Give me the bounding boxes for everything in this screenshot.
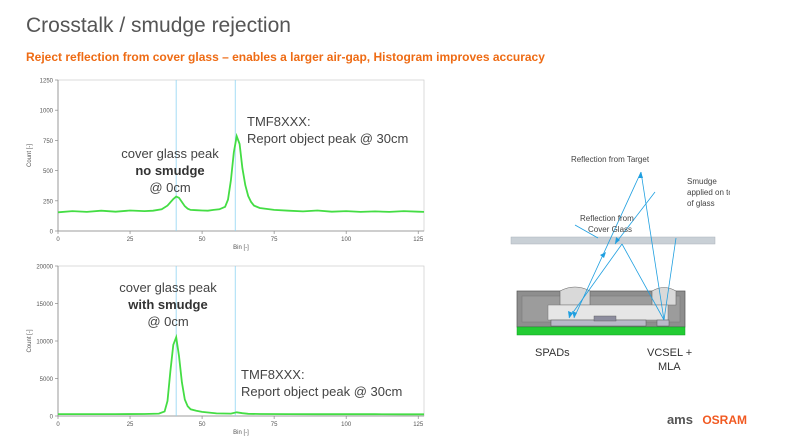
logo-ams: ams bbox=[666, 412, 693, 427]
annotation-line: cover glass peak bbox=[121, 146, 219, 161]
annotation-cover-glass-no-smudge: cover glass peak no smudge @ 0cm bbox=[105, 145, 235, 196]
x-tick-label: 50 bbox=[199, 422, 206, 428]
y-tick-label: 5000 bbox=[40, 377, 54, 383]
annotation-bold: with smudge bbox=[128, 297, 208, 312]
label-smudge-1: Smudge bbox=[687, 177, 717, 186]
slide-subtitle: Reject reflection from cover glass – ena… bbox=[26, 50, 545, 64]
x-tick-label: 75 bbox=[271, 237, 278, 243]
x-tick-label: 75 bbox=[271, 422, 278, 428]
y-tick-label: 15000 bbox=[36, 302, 53, 308]
annotation-line: Report object peak @ 30cm bbox=[241, 384, 403, 399]
x-tick-label: 0 bbox=[56, 237, 60, 243]
y-tick-label: 20000 bbox=[36, 265, 53, 271]
spad-aperture bbox=[559, 286, 591, 306]
annotation-tmf-top: TMF8XXX: Report object peak @ 30cm bbox=[247, 113, 437, 147]
y-axis-label: Count [-] bbox=[27, 329, 33, 352]
y-tick-label: 250 bbox=[43, 199, 54, 205]
x-tick-label: 125 bbox=[413, 237, 424, 243]
x-tick-label: 100 bbox=[341, 422, 352, 428]
y-axis-label: Count [-] bbox=[27, 144, 33, 167]
label-vcsel-2: MLA bbox=[658, 361, 681, 373]
slide-title: Crosstalk / smudge rejection bbox=[26, 14, 291, 37]
y-tick-label: 10000 bbox=[36, 340, 53, 346]
label-vcsel-1: VCSEL + bbox=[647, 347, 692, 359]
annotation-bold: no smudge bbox=[135, 163, 205, 178]
annotation-line: TMF8XXX: bbox=[247, 114, 311, 129]
label-reflection-cover-1: Reflection from bbox=[580, 214, 634, 223]
annotation-cover-glass-with-smudge: cover glass peak with smudge @ 0cm bbox=[103, 279, 233, 330]
annotation-line: @ 0cm bbox=[149, 180, 191, 195]
logo-osram: OSRAM bbox=[702, 413, 747, 427]
label-spads: SPADs bbox=[535, 347, 570, 359]
annotation-line: cover glass peak bbox=[119, 280, 217, 295]
x-tick-label: 0 bbox=[56, 422, 60, 428]
annotation-tmf-bottom: TMF8XXX: Report object peak @ 30cm bbox=[241, 366, 431, 400]
annotation-line: Report object peak @ 30cm bbox=[247, 131, 409, 146]
y-tick-label: 1000 bbox=[40, 109, 54, 115]
series-line bbox=[58, 333, 424, 416]
pcb-substrate bbox=[516, 326, 686, 336]
x-tick-label: 100 bbox=[341, 237, 352, 243]
sensor-cross-section-diagram: Reflection from Target Smudge applied on… bbox=[510, 155, 730, 373]
histogram-chart-no-smudge: 0 250 500 750 1000 1250 0 25 50 75 100 125 Bin [-] Co… bbox=[27, 79, 425, 251]
x-tick-label: 25 bbox=[127, 422, 134, 428]
label-reflection-target: Reflection from Target bbox=[571, 155, 650, 164]
vcsel-aperture bbox=[651, 287, 677, 306]
label-reflection-cover-2: Cover Glass bbox=[588, 225, 632, 234]
annotation-line: TMF8XXX: bbox=[241, 367, 305, 382]
y-tick-label: 500 bbox=[43, 169, 54, 175]
y-tick-label: 0 bbox=[50, 415, 54, 421]
x-axis-label: Bin [-] bbox=[233, 430, 249, 436]
label-smudge-3: of glass bbox=[687, 199, 715, 208]
y-tick-label: 1250 bbox=[40, 79, 54, 85]
y-tick-label: 750 bbox=[43, 139, 54, 145]
cover-glass bbox=[510, 236, 716, 245]
annotation-line: @ 0cm bbox=[147, 314, 189, 329]
histogram-chart-with-smudge: 0 5000 10000 15000 20000 0 25 50 75 100 125 Bin [-]… bbox=[27, 265, 425, 436]
x-tick-label: 125 bbox=[413, 422, 424, 428]
x-tick-label: 25 bbox=[127, 237, 134, 243]
y-tick-label: 0 bbox=[50, 230, 54, 236]
x-axis-label: Bin [-] bbox=[233, 245, 249, 251]
company-logo: ams OSRAM bbox=[667, 412, 747, 427]
label-smudge-2: applied on top bbox=[687, 188, 730, 197]
x-tick-label: 50 bbox=[199, 237, 206, 243]
plot-area bbox=[57, 265, 425, 417]
vcsel-chip bbox=[656, 319, 670, 327]
series-line bbox=[57, 132, 425, 214]
